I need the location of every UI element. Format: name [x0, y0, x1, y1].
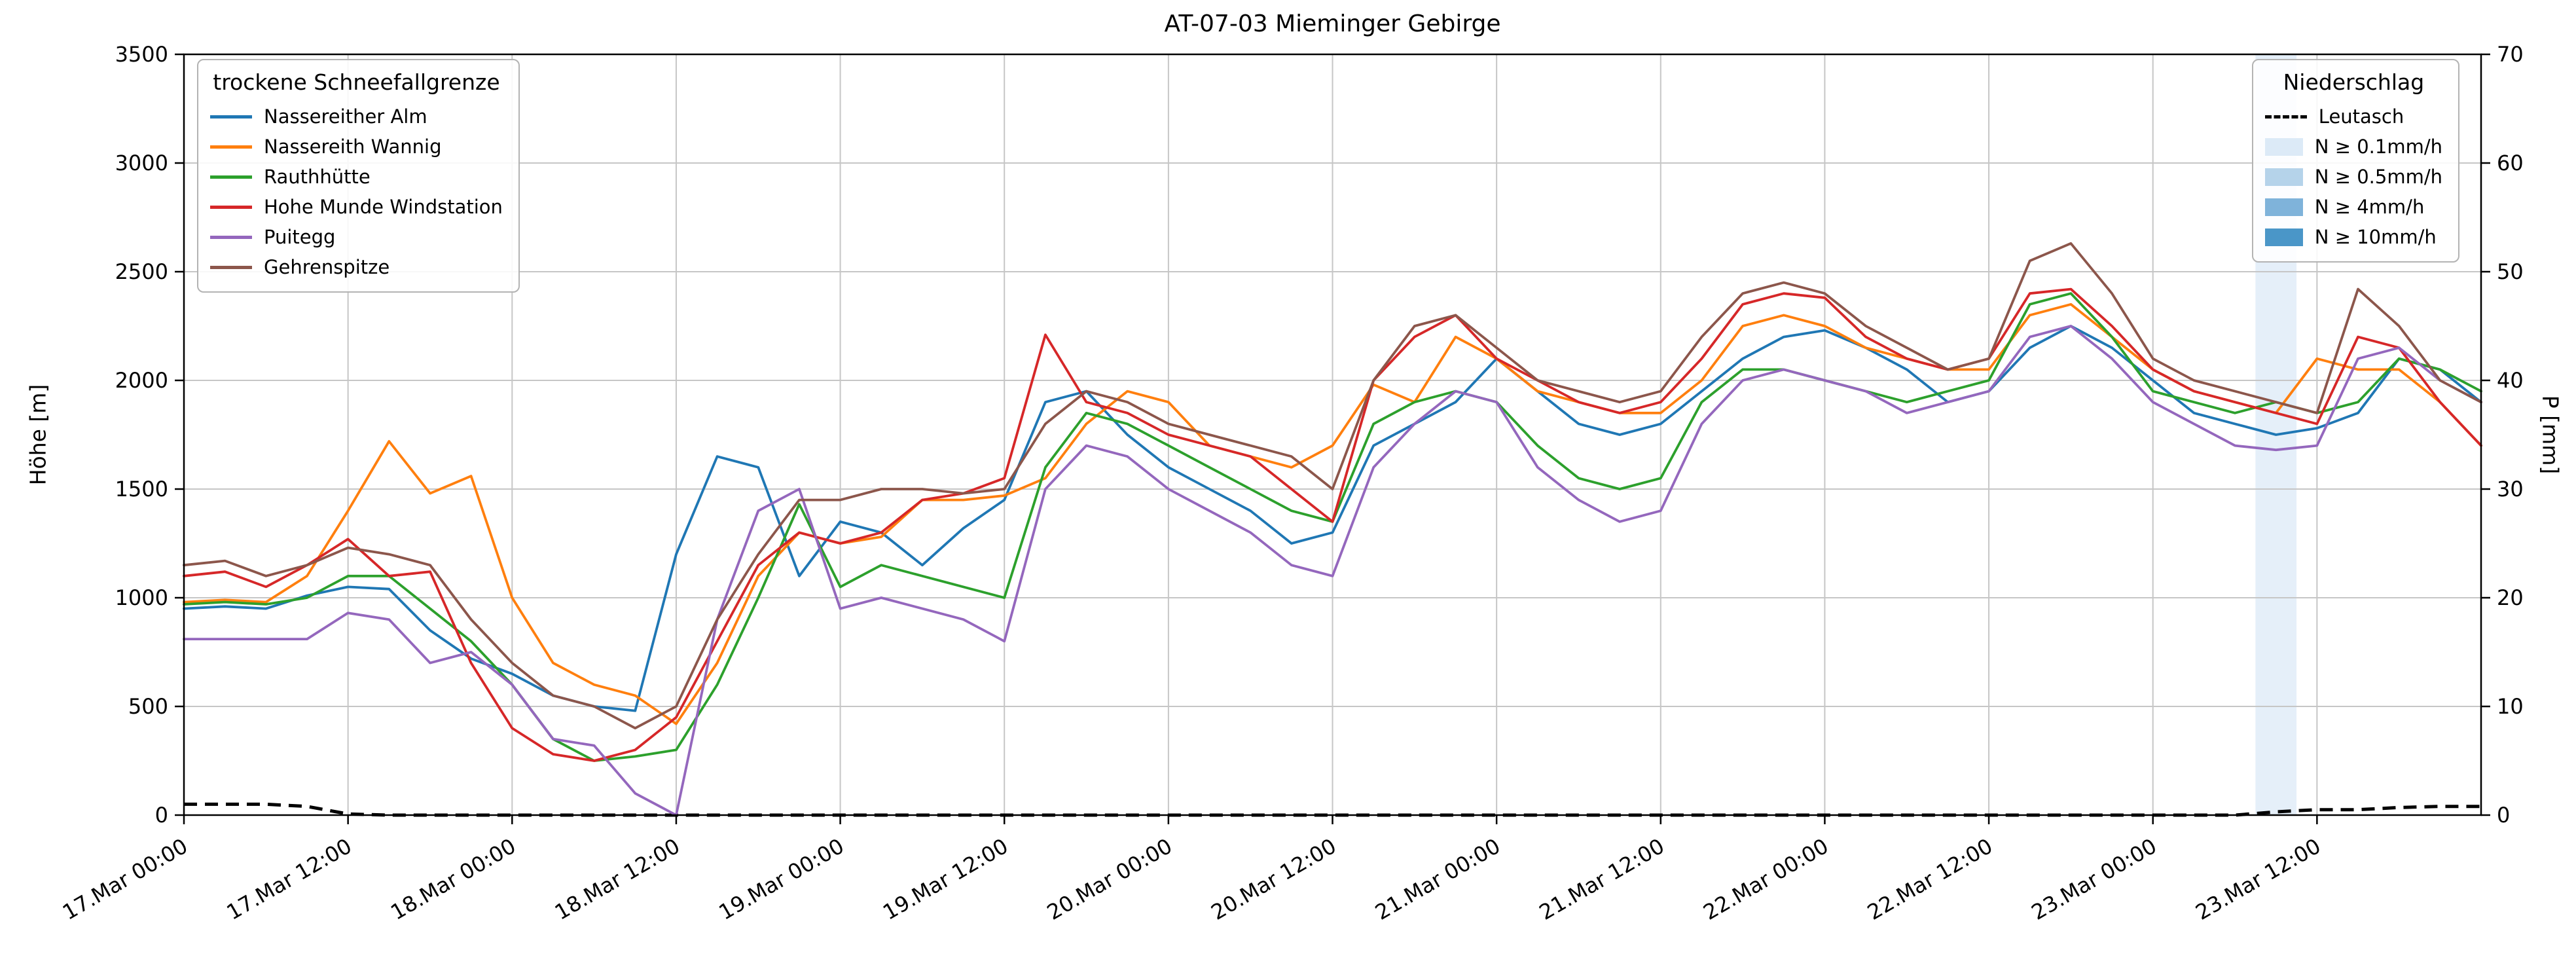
y-tick-label-left: 2500	[115, 259, 168, 284]
y-tick-label-right: 40	[2497, 368, 2524, 393]
y-tick-label-right: 20	[2497, 585, 2524, 610]
x-tick-label: 21.Mar 00:00	[1371, 833, 1504, 925]
snowline-series-line	[183, 287, 2482, 762]
x-tick-label: 22.Mar 00:00	[1699, 833, 1832, 925]
line-swatch	[210, 175, 252, 179]
x-tick-label: 23.Mar 12:00	[2191, 833, 2325, 925]
x-tick-label: 17.Mar 12:00	[223, 833, 356, 925]
legend-label: N ≥ 4mm/h	[2314, 196, 2425, 218]
x-tick-label: 18.Mar 00:00	[386, 833, 520, 925]
snowline-series-line	[183, 302, 2482, 725]
snowline-series-line	[183, 242, 2482, 730]
y-axis-label-right: P [mm]	[2537, 395, 2564, 475]
legend-label: Rauthhütte	[264, 166, 371, 188]
legend-label: Nassereither Alm	[264, 105, 427, 128]
y-tick-label-left: 0	[155, 803, 168, 828]
x-tick-label: 17.Mar 00:00	[58, 833, 192, 925]
legend-label: Gehrenspitze	[264, 256, 390, 278]
y-axis-label-left: Höhe [m]	[25, 384, 51, 486]
legend-snowline-title: trockene Schneefallgrenze	[213, 69, 500, 95]
legend-label: N ≥ 0.1mm/h	[2314, 136, 2442, 158]
x-tick-label: 20.Mar 12:00	[1206, 833, 1340, 925]
legend-label: N ≥ 10mm/h	[2314, 226, 2437, 248]
x-tick-label: 22.Mar 12:00	[1863, 833, 1997, 925]
y-tick-label-left: 1500	[115, 477, 168, 502]
line-swatch	[210, 115, 252, 119]
line-swatch	[210, 145, 252, 149]
y-tick-label-left: 500	[128, 694, 168, 719]
legend-item-puitegg: Puitegg	[210, 222, 503, 252]
y-tick-label-right: 70	[2497, 42, 2524, 67]
legend-label: Nassereith Wannig	[264, 136, 442, 158]
legend-snowline: trockene Schneefallgrenze Nassereither A…	[197, 59, 520, 293]
y-tick-label-left: 2000	[115, 368, 168, 393]
legend-item-nassereither-alm: Nassereither Alm	[210, 101, 503, 132]
precip-patch	[2264, 198, 2303, 216]
line-swatch	[210, 235, 252, 239]
legend-precipitation: Niederschlag Leutasch N ≥ 0.1mm/h N ≥ 0.…	[2251, 59, 2459, 263]
precip-patch	[2264, 228, 2303, 246]
legend-item-leutasch: Leutasch	[2264, 101, 2442, 132]
precip-patch	[2264, 137, 2303, 156]
y-tick-label-left: 1000	[115, 585, 168, 610]
legend-item-hohe-munde-windstation: Hohe Munde Windstation	[210, 192, 503, 222]
x-tick-label: 20.Mar 00:00	[1043, 833, 1176, 925]
x-tick-label: 18.Mar 12:00	[551, 833, 684, 925]
legend-item-rauthhuette: Rauthhütte	[210, 162, 503, 192]
legend-label: Puitegg	[264, 226, 336, 248]
y-tick-label-right: 50	[2497, 259, 2524, 284]
y-tick-label-right: 60	[2497, 151, 2524, 175]
legend-label: N ≥ 0.5mm/h	[2314, 166, 2442, 188]
dashed-line-swatch	[2264, 115, 2307, 119]
y-tick-label-left: 3000	[115, 151, 168, 175]
y-tick-label-left: 3500	[115, 42, 168, 67]
x-tick-label: 19.Mar 12:00	[879, 833, 1012, 925]
legend-item-nassereith-wannig: Nassereith Wannig	[210, 132, 503, 162]
precip-patch	[2264, 168, 2303, 186]
legend-item-precip-level-3: N ≥ 4mm/h	[2264, 192, 2442, 222]
snowline-series-line	[183, 325, 2482, 816]
y-tick-label-right: 30	[2497, 477, 2524, 502]
legend-item-gehrenspitze: Gehrenspitze	[210, 252, 503, 282]
legend-precip-title: Niederschlag	[2283, 69, 2425, 95]
x-tick-label: 19.Mar 00:00	[715, 833, 848, 925]
x-tick-label: 21.Mar 12:00	[1535, 833, 1669, 925]
chart-title: AT-07-03 Mieminger Gebirge	[1164, 10, 1501, 37]
y-tick-label-right: 0	[2497, 803, 2510, 828]
legend-label: Leutasch	[2318, 105, 2404, 128]
legend-item-precip-level-2: N ≥ 0.5mm/h	[2264, 162, 2442, 192]
y-tick-label-right: 10	[2497, 694, 2524, 719]
line-swatch	[210, 265, 252, 269]
line-swatch	[210, 205, 252, 209]
legend-label: Hohe Munde Windstation	[264, 196, 503, 218]
x-tick-label: 23.Mar 00:00	[2027, 833, 2161, 925]
legend-item-precip-level-4: N ≥ 10mm/h	[2264, 222, 2442, 252]
legend-item-precip-level-1: N ≥ 0.1mm/h	[2264, 132, 2442, 162]
